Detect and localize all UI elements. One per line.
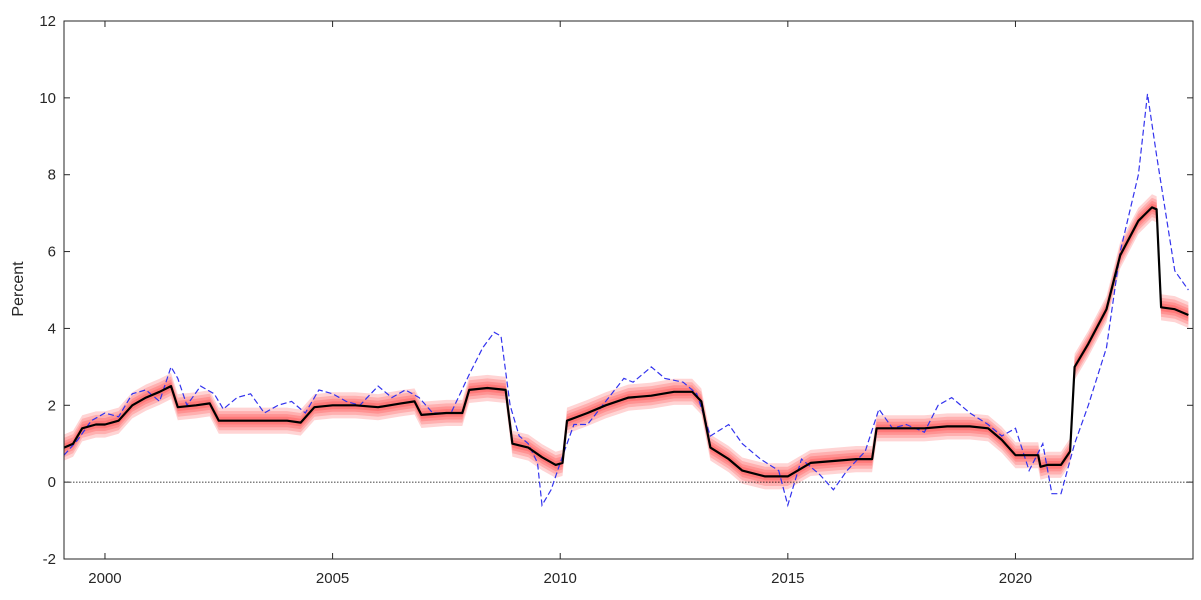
dashed-series bbox=[63, 93, 1189, 508]
median-series bbox=[63, 206, 1189, 478]
plot-area-frame bbox=[63, 20, 1194, 560]
y-tick-label: 6 bbox=[48, 244, 56, 261]
y-tick-label: 4 bbox=[48, 320, 56, 337]
y-axis-ticks: -2 0 2 4 6 8 10 12 bbox=[39, 13, 1193, 568]
x-tick-label: 2010 bbox=[544, 570, 577, 587]
y-tick-label: 12 bbox=[39, 13, 56, 30]
x-tick-label: 2005 bbox=[316, 570, 349, 587]
uncertainty-band bbox=[64, 194, 1189, 490]
y-tick-label: 10 bbox=[39, 90, 56, 107]
median-series-line bbox=[63, 206, 1189, 478]
dashed-series-line bbox=[63, 93, 1189, 508]
x-tick-label: 2020 bbox=[999, 570, 1032, 587]
band-layer-2 bbox=[64, 197, 1189, 487]
x-tick-label: 2015 bbox=[771, 570, 804, 587]
y-tick-label: 2 bbox=[48, 397, 56, 414]
band-layer-4 bbox=[64, 203, 1189, 481]
y-tick-label: -2 bbox=[43, 551, 56, 568]
x-axis-ticks: 2000 2005 2010 2015 2020 bbox=[88, 21, 1032, 587]
band-layer-1 bbox=[64, 194, 1189, 490]
y-tick-label: 8 bbox=[48, 167, 56, 184]
y-axis-label: Percent bbox=[10, 261, 27, 317]
x-tick-label: 2000 bbox=[88, 570, 121, 587]
y-tick-label: 0 bbox=[48, 474, 56, 491]
